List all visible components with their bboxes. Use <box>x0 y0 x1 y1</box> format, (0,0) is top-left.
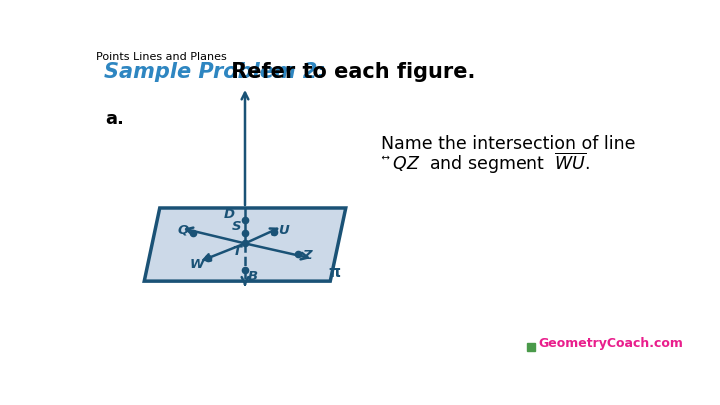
Text: Sample Problem 2:: Sample Problem 2: <box>104 62 325 82</box>
Text: GeometryCoach.com: GeometryCoach.com <box>538 337 683 350</box>
Text: B: B <box>248 270 258 283</box>
Text: U: U <box>279 224 289 237</box>
Text: Name the intersection of line: Name the intersection of line <box>381 135 635 153</box>
Polygon shape <box>144 208 346 281</box>
Text: S: S <box>232 220 241 233</box>
Text: D: D <box>224 208 235 221</box>
Text: π: π <box>329 264 341 279</box>
Text: Points Lines and Planes: Points Lines and Planes <box>96 53 227 62</box>
Text: Z: Z <box>302 249 312 262</box>
Text: T: T <box>232 245 241 258</box>
Text: Q: Q <box>178 224 189 237</box>
Text: $\overleftrightarrow{QZ}$  and segment  $\overline{WU}$.: $\overleftrightarrow{QZ}$ and segment $\… <box>381 151 590 176</box>
Text: a.: a. <box>106 110 125 128</box>
Text: Refer to each figure.: Refer to each figure. <box>224 62 475 82</box>
Text: W: W <box>189 258 204 271</box>
